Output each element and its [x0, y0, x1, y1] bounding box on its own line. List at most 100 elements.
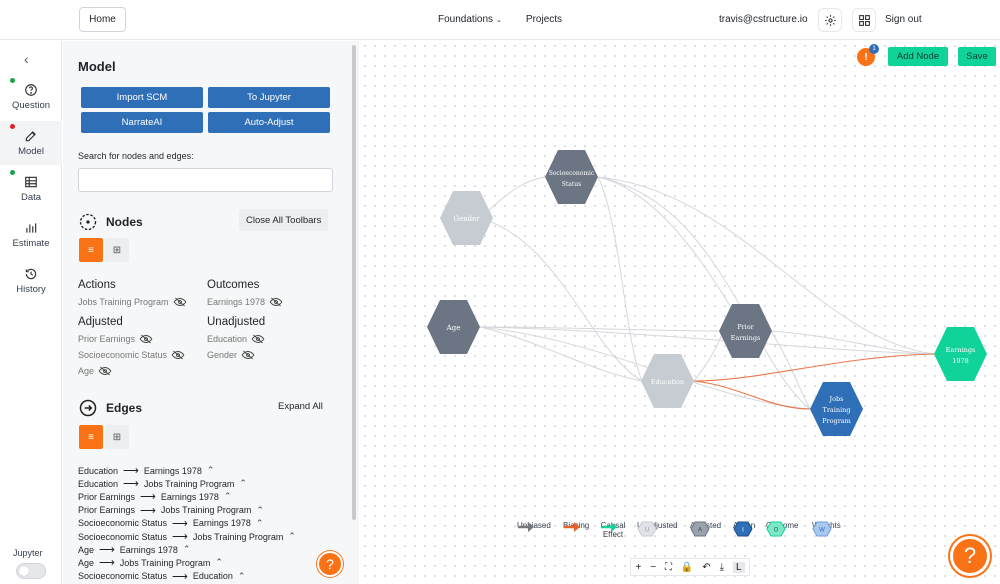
- fit-view-icon[interactable]: ⛶: [664, 561, 672, 573]
- eye-off-icon[interactable]: [98, 366, 112, 376]
- node-item-unadjusted[interactable]: Education: [207, 334, 265, 344]
- layout-button[interactable]: L: [732, 561, 745, 573]
- sign-out-link[interactable]: Sign out: [885, 14, 922, 25]
- search-input[interactable]: [78, 168, 333, 192]
- lock-icon[interactable]: 🔒: [680, 561, 694, 573]
- edge-education-earnings-biasing[interactable]: [693, 353, 936, 382]
- node-earnings-1978[interactable]: Earnings 1978: [934, 327, 987, 381]
- edges-grid-view-button[interactable]: ⊞: [105, 425, 129, 449]
- graph-canvas[interactable]: Gender Socioeconomic Status Age Educatio…: [360, 41, 1000, 584]
- nav-foundations[interactable]: Foundations ⌄: [438, 14, 502, 25]
- node-gender[interactable]: Gender: [440, 191, 493, 245]
- node-label: Prior: [737, 323, 754, 331]
- nav-projects[interactable]: Projects: [525, 14, 563, 25]
- to-jupyter-button[interactable]: To Jupyter: [208, 87, 330, 108]
- hexagon-icon: A: [690, 521, 710, 537]
- edge-list-item[interactable]: Socioeconomic Status ⟶ Jobs Training Progr…: [78, 530, 296, 543]
- narrate-ai-button[interactable]: NarrateAI: [81, 112, 203, 133]
- edge-list-item[interactable]: Education ⟶ Jobs Training Program ⌃: [78, 477, 247, 490]
- import-scm-button[interactable]: Import SCM: [81, 87, 203, 108]
- edge-list-item[interactable]: Socioeconomic Status ⟶ Education ⌃: [78, 570, 245, 583]
- apps-button[interactable]: [852, 8, 876, 32]
- node-age[interactable]: Age: [427, 300, 480, 354]
- panel-scrollbar[interactable]: [352, 45, 356, 520]
- chevron-up-icon[interactable]: ⌃: [206, 465, 215, 475]
- auto-adjust-button[interactable]: Auto-Adjust: [208, 112, 330, 133]
- help-button[interactable]: ?: [950, 536, 990, 576]
- home-button[interactable]: Home: [79, 7, 126, 32]
- edge-age-prior[interactable]: [479, 326, 721, 332]
- node-item-adjusted[interactable]: Prior Earnings: [78, 334, 153, 344]
- search-label: Search for nodes and edges:: [78, 151, 194, 161]
- edge-from: Education: [78, 465, 119, 476]
- nodes-list-view-button[interactable]: ≡: [79, 238, 103, 262]
- settings-button[interactable]: [818, 8, 842, 32]
- close-all-toolbars-button[interactable]: Close All Toolbars: [239, 209, 329, 231]
- rail-item-estimate[interactable]: Estimate: [0, 213, 62, 257]
- edge-list-item[interactable]: Education ⟶ Earnings 1978 ⌃: [78, 464, 214, 477]
- zoom-toolbar: + − ⛶ 🔒 ↶ ⤓ L: [630, 558, 750, 576]
- rail-item-history[interactable]: History: [0, 259, 62, 303]
- save-button[interactable]: Save: [958, 47, 996, 66]
- edges-list-view-button[interactable]: ≡: [79, 425, 103, 449]
- edge-list-item[interactable]: Age ⟶ Earnings 1978 ⌃: [78, 543, 190, 556]
- edge-prior-earnings[interactable]: [770, 330, 936, 355]
- eye-off-icon[interactable]: [269, 297, 283, 307]
- node-label: Gender: [453, 215, 480, 223]
- chevron-up-icon[interactable]: ⌃: [256, 504, 264, 515]
- help-button-small[interactable]: ?: [317, 551, 343, 577]
- zoom-in-icon[interactable]: +: [635, 561, 642, 573]
- edge-list-item[interactable]: Prior Earnings ⟶ Jobs Training Program ⌃: [78, 504, 264, 517]
- edge-ses-education[interactable]: [597, 176, 643, 382]
- chevron-up-icon[interactable]: ⌃: [288, 531, 296, 541]
- expand-all-button[interactable]: Expand All: [278, 401, 323, 412]
- edge-from: Socioeconomic Status: [78, 571, 168, 582]
- node-item-adjusted[interactable]: Age: [78, 366, 112, 376]
- eye-off-icon[interactable]: [139, 334, 153, 344]
- chevron-up-icon[interactable]: ⌃: [255, 517, 264, 528]
- node-prior-earnings[interactable]: Prior Earnings: [719, 304, 772, 358]
- edge-list-item[interactable]: Prior Earnings ⟶ Earnings 1978 ⌃: [78, 490, 231, 503]
- node-label: Jobs: [828, 395, 843, 403]
- rail-item-question[interactable]: Question: [0, 75, 62, 119]
- edge-from: Age: [78, 544, 95, 555]
- node-item-unadjusted[interactable]: Gender: [207, 350, 255, 360]
- arrow-right-icon: ⟶: [140, 491, 156, 504]
- chevron-up-icon[interactable]: ⌃: [223, 491, 232, 502]
- jupyter-toggle[interactable]: [16, 563, 46, 579]
- chevron-up-icon[interactable]: ⌃: [239, 478, 247, 489]
- zoom-out-icon[interactable]: −: [650, 561, 657, 573]
- edge-ses-earnings[interactable]: [597, 176, 936, 355]
- add-node-button[interactable]: Add Node: [888, 47, 948, 66]
- nodes-grid-view-button[interactable]: ⊞: [105, 238, 129, 262]
- edge-education-jobs-biasing[interactable]: [693, 380, 811, 410]
- node-item-adjusted[interactable]: Socioeconomic Status: [78, 350, 185, 360]
- chevron-up-icon[interactable]: ⌃: [182, 544, 191, 555]
- node-label: Age: [446, 324, 461, 332]
- chevron-up-icon[interactable]: ⌃: [237, 570, 246, 581]
- edge-ses-prior[interactable]: [597, 176, 746, 332]
- undo-icon[interactable]: ↶: [702, 561, 711, 573]
- svg-text:I: I: [742, 528, 744, 534]
- node-jobs-training-program[interactable]: Jobs Training Program: [810, 382, 863, 436]
- edge-gender-education[interactable]: [479, 217, 643, 382]
- rail-item-data[interactable]: Data: [0, 167, 62, 211]
- edge-to: Earnings 1978: [192, 518, 251, 529]
- edge-ses-jobs[interactable]: [597, 176, 811, 410]
- download-icon[interactable]: ⤓: [719, 561, 725, 573]
- chevron-up-icon[interactable]: ⌃: [215, 557, 223, 568]
- node-socioeconomic-status[interactable]: Socioeconomic Status: [545, 150, 598, 204]
- node-education[interactable]: Education: [641, 354, 694, 408]
- collapse-icon[interactable]: ‹: [24, 51, 29, 67]
- list-icon: ≡: [88, 431, 94, 443]
- eye-off-icon[interactable]: [251, 334, 265, 344]
- eye-off-icon[interactable]: [241, 350, 255, 360]
- eye-off-icon[interactable]: [171, 350, 185, 360]
- edge-list-item[interactable]: Age ⟶ Jobs Training Program ⌃: [78, 556, 223, 569]
- eye-off-icon[interactable]: [173, 297, 187, 307]
- edge-age-education[interactable]: [479, 326, 643, 382]
- edge-prior-jobs[interactable]: [770, 330, 811, 410]
- edge-list-item[interactable]: Socioeconomic Status ⟶ Earnings 1978 ⌃: [78, 517, 263, 530]
- node-item-action[interactable]: Jobs Training Program: [78, 297, 187, 307]
- node-item-outcome[interactable]: Earnings 1978: [207, 297, 283, 307]
